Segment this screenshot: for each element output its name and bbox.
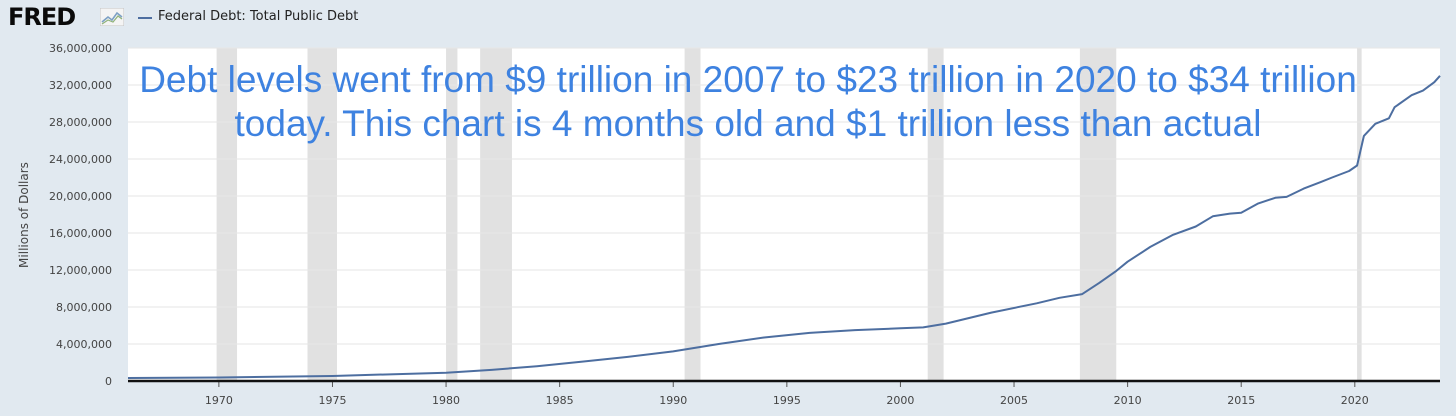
recession-band xyxy=(446,48,458,381)
y-tick-label: 20,000,000 xyxy=(49,190,112,203)
y-tick-label: 4,000,000 xyxy=(56,338,112,351)
header: FRED Federal Debt: Total Public Debt xyxy=(0,0,1456,36)
x-tick-label: 1985 xyxy=(546,394,574,407)
y-tick-label: 16,000,000 xyxy=(49,227,112,240)
y-tick-label: 0 xyxy=(105,375,112,388)
recession-band xyxy=(927,48,944,381)
y-tick-label: 12,000,000 xyxy=(49,264,112,277)
legend-swatch xyxy=(138,17,152,19)
recession-band xyxy=(216,48,238,381)
fred-logo[interactable]: FRED xyxy=(8,3,76,31)
y-tick-label: 24,000,000 xyxy=(49,153,112,166)
x-tick-label: 2010 xyxy=(1114,394,1142,407)
y-tick-label: 36,000,000 xyxy=(49,42,112,55)
x-tick-label: 2005 xyxy=(1000,394,1028,407)
x-tick-label: 1995 xyxy=(773,394,801,407)
x-tick-label: 1980 xyxy=(432,394,460,407)
x-tick-label: 1975 xyxy=(318,394,346,407)
line-chart-icon xyxy=(100,8,124,26)
series-line-federal-debt xyxy=(127,75,1441,379)
y-tick-label: 8,000,000 xyxy=(56,301,112,314)
x-tick-label: 1990 xyxy=(659,394,687,407)
x-tick-label: 2020 xyxy=(1341,394,1369,407)
x-tick-label: 1970 xyxy=(205,394,233,407)
recession-band xyxy=(1357,48,1362,381)
x-tick-label: 2015 xyxy=(1227,394,1255,407)
annotation-text: Debt levels went from $9 trillion in 200… xyxy=(139,59,1357,145)
x-tick-label: 2000 xyxy=(886,394,914,407)
y-axis-label: Millions of Dollars xyxy=(17,162,31,268)
recession-band xyxy=(307,48,338,381)
recession-band xyxy=(684,48,701,381)
legend-label: Federal Debt: Total Public Debt xyxy=(158,9,359,24)
y-tick-label: 32,000,000 xyxy=(49,79,112,92)
recession-band xyxy=(480,48,512,381)
y-tick-label: 28,000,000 xyxy=(49,116,112,129)
recession-band xyxy=(1079,48,1117,381)
